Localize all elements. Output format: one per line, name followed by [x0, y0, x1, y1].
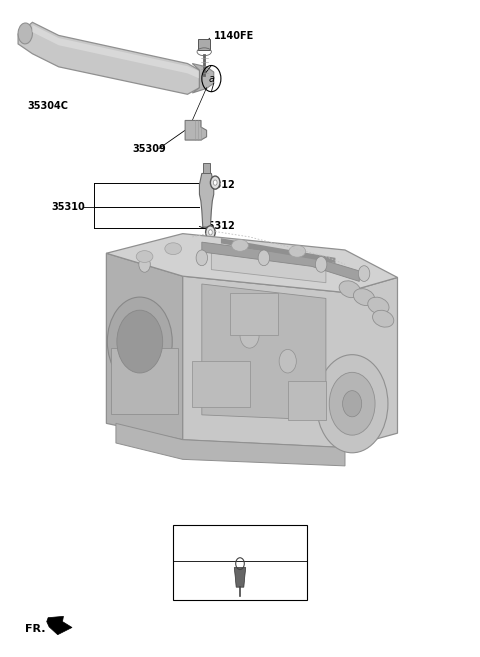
Polygon shape: [234, 568, 246, 587]
Polygon shape: [185, 120, 206, 140]
Ellipse shape: [339, 281, 360, 298]
Circle shape: [108, 297, 172, 386]
Text: 35312: 35312: [202, 221, 236, 231]
Text: 35309: 35309: [132, 144, 167, 154]
Polygon shape: [116, 423, 345, 466]
Polygon shape: [47, 616, 72, 635]
Circle shape: [304, 391, 319, 410]
Circle shape: [139, 256, 150, 272]
Circle shape: [316, 355, 388, 453]
Text: a: a: [188, 538, 194, 548]
Polygon shape: [221, 238, 336, 263]
Circle shape: [205, 226, 215, 239]
Polygon shape: [202, 242, 360, 281]
Circle shape: [359, 265, 370, 281]
Ellipse shape: [372, 310, 394, 327]
Bar: [203, 163, 210, 173]
Polygon shape: [18, 22, 199, 95]
Bar: [111, 348, 178, 413]
Circle shape: [213, 180, 217, 185]
Circle shape: [117, 310, 163, 373]
Text: 35312: 35312: [202, 179, 236, 190]
Polygon shape: [199, 173, 214, 227]
Ellipse shape: [368, 297, 389, 314]
Polygon shape: [107, 234, 397, 292]
Text: 1140FE: 1140FE: [214, 31, 254, 41]
Bar: [288, 381, 326, 420]
Circle shape: [279, 350, 296, 373]
Polygon shape: [211, 250, 326, 283]
Polygon shape: [202, 284, 326, 420]
Bar: [192, 361, 250, 407]
Bar: [230, 292, 278, 335]
Text: FR.: FR.: [25, 624, 46, 635]
Circle shape: [329, 373, 375, 435]
Text: 31337F: 31337F: [205, 538, 246, 548]
Circle shape: [210, 176, 220, 189]
Text: 35310: 35310: [51, 202, 85, 212]
Polygon shape: [107, 253, 183, 440]
Ellipse shape: [289, 246, 306, 257]
Circle shape: [315, 256, 327, 272]
Ellipse shape: [18, 23, 33, 44]
Text: a: a: [208, 74, 215, 83]
Text: 35304C: 35304C: [28, 101, 69, 111]
Circle shape: [240, 322, 259, 348]
Circle shape: [343, 391, 362, 417]
Ellipse shape: [232, 240, 248, 251]
Polygon shape: [192, 64, 214, 93]
Ellipse shape: [353, 288, 375, 306]
Circle shape: [196, 250, 207, 265]
Ellipse shape: [165, 243, 181, 254]
Bar: [198, 39, 210, 50]
Circle shape: [208, 230, 212, 235]
Ellipse shape: [136, 251, 153, 262]
Circle shape: [258, 250, 270, 265]
Circle shape: [215, 367, 236, 396]
Polygon shape: [33, 25, 199, 79]
Polygon shape: [183, 276, 397, 447]
FancyBboxPatch shape: [173, 525, 307, 600]
